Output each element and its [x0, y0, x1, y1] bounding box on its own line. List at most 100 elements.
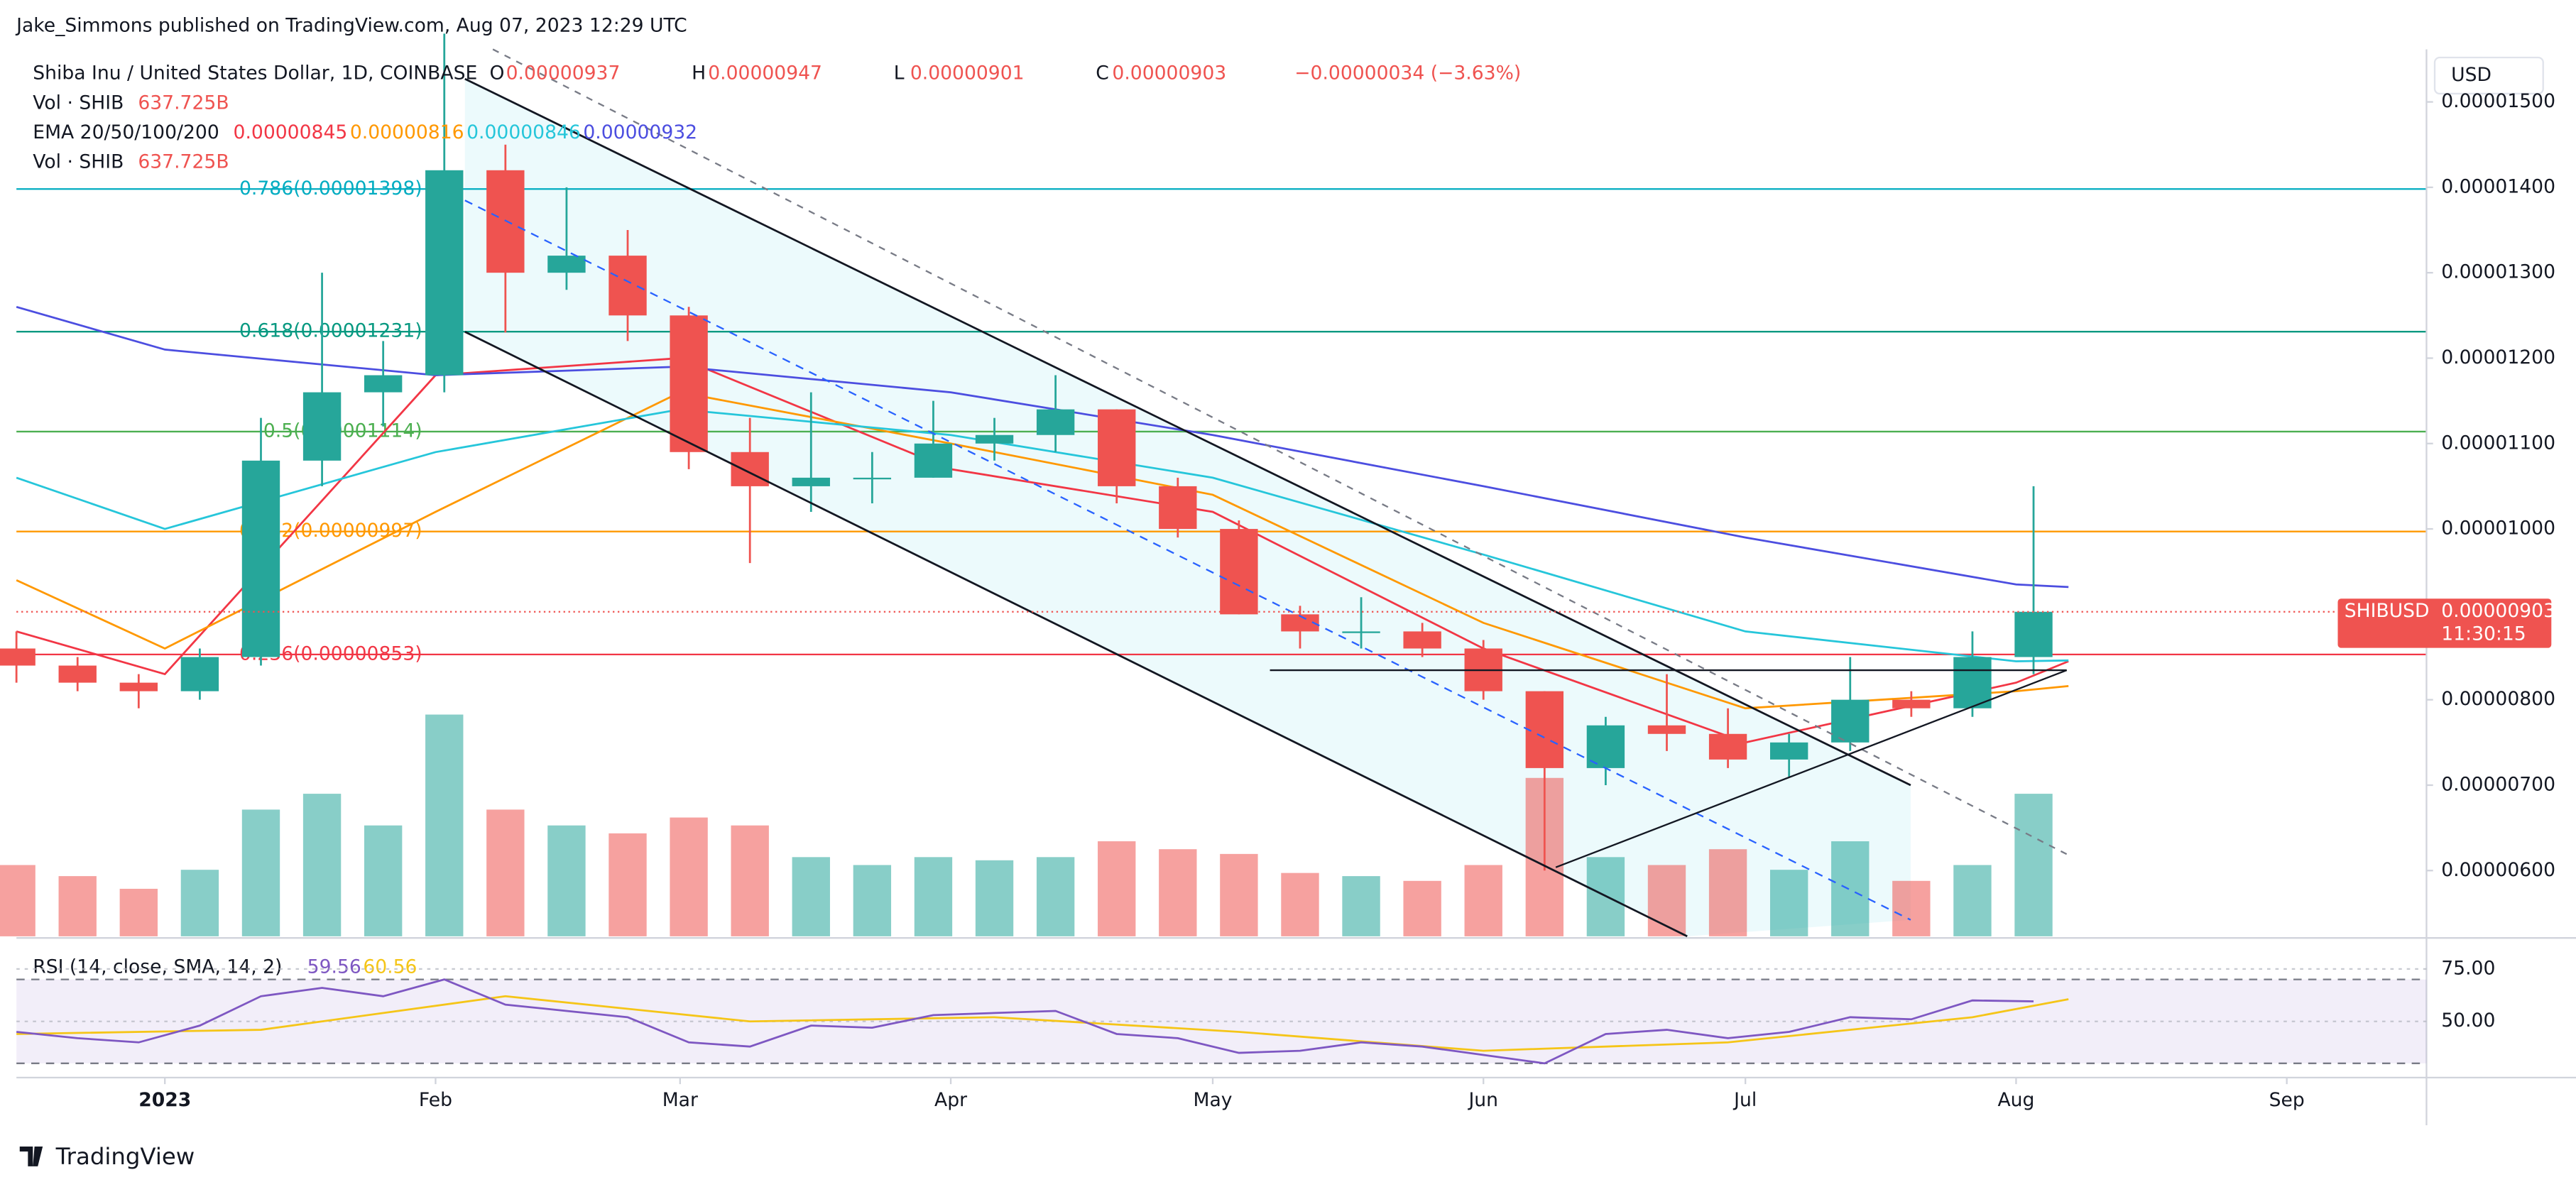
ema-legend: EMA 20/50/100/200 [33, 121, 219, 143]
volume-bar [1036, 857, 1075, 936]
volume-bar [1831, 841, 1870, 936]
currency-button[interactable] [2433, 56, 2544, 95]
volume-bar [975, 860, 1014, 936]
volume-bar [180, 870, 219, 936]
candle-body [1953, 657, 1992, 709]
candle-body [1342, 631, 1380, 633]
vol-legend-value: 637.725B [138, 151, 229, 173]
volume-bar [1769, 870, 1808, 936]
candle-body [1769, 742, 1808, 760]
ohlc-key: C [1096, 62, 1109, 84]
volume-bar [1403, 880, 1441, 936]
ohlc-key: L [894, 62, 905, 84]
trend-lines [464, 48, 2068, 938]
candle-body [1159, 486, 1197, 530]
x-tick-label: Jul [1732, 1089, 1757, 1111]
ohlc-value: 0.00000937 [506, 62, 621, 84]
logo [19, 1147, 43, 1166]
price-label-countdown: 11:30:15 [2441, 623, 2526, 645]
volume-bar [547, 825, 586, 936]
volume-bar [914, 857, 953, 936]
ema-line [16, 391, 2069, 710]
y-tick-label: 0.00001000 [2441, 518, 2555, 540]
ema-legend-value: 0.00000846 [466, 121, 581, 143]
rsi-sma-value: 60.56 [363, 956, 417, 978]
currency[interactable]: USD [2451, 64, 2492, 86]
y-tick-label: 0.00000800 [2441, 688, 2555, 710]
candle-body [1403, 631, 1441, 649]
volume-bar [1892, 880, 1931, 936]
footer: TradingView [55, 1143, 195, 1170]
candle-body [364, 375, 403, 393]
candle-body [1098, 409, 1136, 486]
candle-body [302, 392, 342, 461]
volume-bar [853, 865, 892, 936]
volume-bar [1220, 853, 1258, 936]
rsi-tick-label: 75.00 [2441, 957, 2495, 979]
header: Jake_Simmons published on TradingView.co… [15, 15, 687, 37]
candle-body [853, 477, 892, 480]
rsi-tick-label: 50.00 [2441, 1010, 2495, 1032]
vol-legend: Vol · SHIB [33, 92, 124, 114]
candle-body [670, 315, 708, 452]
y-tick-label: 0.00001300 [2441, 261, 2555, 283]
x-tick-label: Mar [662, 1089, 698, 1111]
candle-body [58, 665, 97, 683]
rsi-sma [16, 995, 2069, 1052]
candle-body [1708, 733, 1747, 760]
volume-bar [486, 809, 525, 936]
volume-bar [302, 794, 342, 936]
change: −0.00000034 (−3.63%) [1294, 62, 1521, 84]
channel-mid [464, 199, 1911, 921]
trend-dashed [492, 48, 2068, 855]
candle-body [1036, 409, 1075, 435]
triangle-line [1555, 669, 2068, 868]
candle-body [1831, 699, 1870, 743]
ema-legend-value: 0.00000845 [234, 121, 348, 143]
volume-bar [58, 876, 97, 936]
candle-body [119, 682, 158, 691]
candle-body [241, 460, 280, 657]
rsi-legend: RSI (14, close, SMA, 14, 2) [33, 956, 282, 978]
x-tick-label: Feb [419, 1089, 452, 1111]
volume-bar [425, 714, 464, 936]
vol-legend-value: 637.725B [138, 92, 229, 114]
candle-body [731, 452, 769, 486]
ohlc-key: O [490, 62, 505, 84]
volume-bar [608, 833, 647, 936]
price-label-bg [2337, 598, 2552, 648]
ema-line [16, 305, 2069, 589]
y-tick-label: 0.00001200 [2441, 346, 2555, 368]
rsi-line [16, 978, 2034, 1065]
fib-label: 0.618(0.00001231) [239, 320, 422, 342]
ema-legend-value: 0.00000816 [350, 121, 464, 143]
candle-body [1220, 529, 1258, 615]
candle-body [1647, 725, 1686, 734]
volume-bar [792, 857, 830, 936]
candle-body [2014, 611, 2053, 657]
volume-bar [2014, 794, 2053, 936]
y-tick-label: 0.00001400 [2441, 175, 2555, 197]
price-label-symbol: SHIBUSD [2345, 600, 2430, 622]
symbol-title: Shiba Inu / United States Dollar, 1D, CO… [33, 62, 477, 84]
x-tick-label: Jun [1467, 1089, 1498, 1111]
candle-body [180, 657, 219, 691]
rsi-value: 59.56 [307, 956, 361, 978]
fib-label: 0.5(0.00001114) [263, 420, 422, 442]
ohlc-value: 0.00000947 [708, 62, 822, 84]
y-tick-label: 0.00001100 [2441, 432, 2555, 454]
volume-bar [364, 825, 403, 936]
candle-body [0, 648, 36, 666]
ema-line [16, 408, 2069, 662]
x-tick-label: Apr [934, 1089, 967, 1111]
channel-top [464, 77, 1911, 787]
volume-bar [1953, 865, 1992, 936]
volume-bar [1647, 865, 1686, 936]
price-label-value: 0.00000903 [2441, 600, 2555, 622]
volume-bar [1281, 873, 1319, 936]
volume-bar [1708, 849, 1747, 936]
y-tick-label: 0.00001500 [2441, 90, 2555, 112]
ema-legend-value: 0.00000932 [583, 121, 697, 143]
